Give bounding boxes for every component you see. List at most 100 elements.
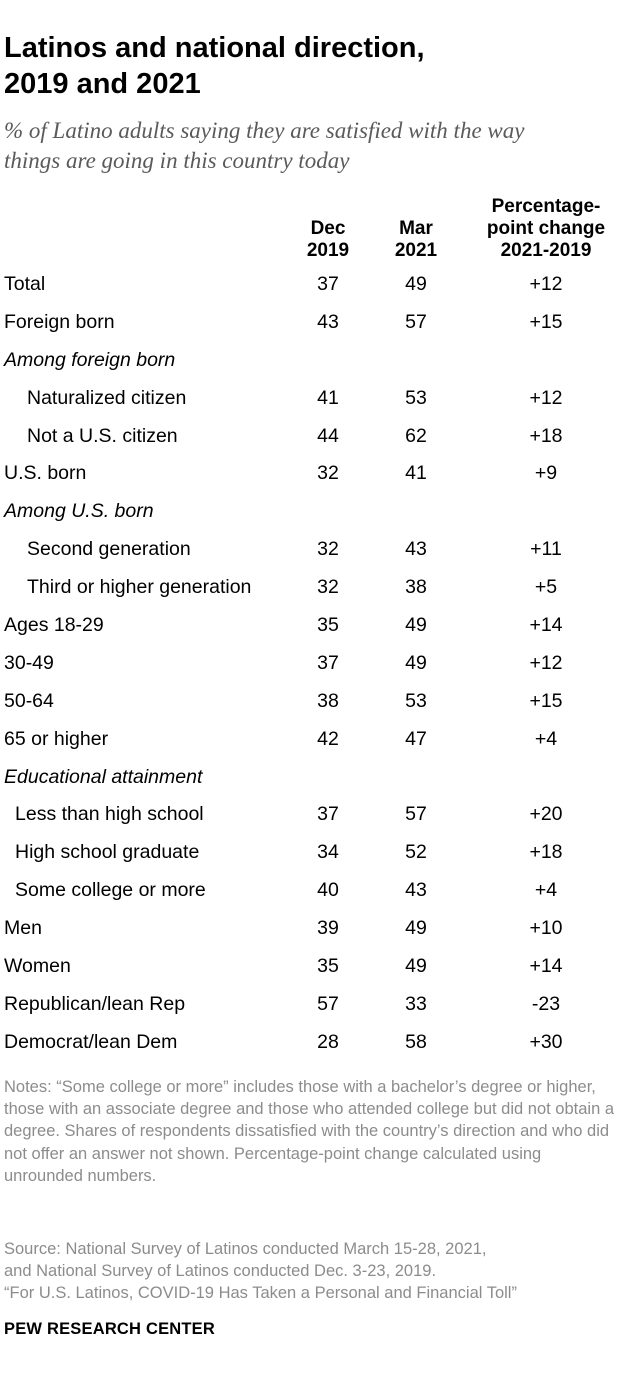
value-change: +20 (529, 803, 563, 826)
value-change: +15 (529, 689, 563, 712)
value-mar-2021: 49 (405, 614, 427, 637)
table-section-header: Among foreign born (0, 342, 620, 380)
value-dec-2019: 37 (317, 651, 339, 674)
chart-title-line-2: 2019 and 2021 (4, 68, 201, 100)
value-dec-2019: 28 (317, 1030, 339, 1053)
chart-source: Source: National Survey of Latinos condu… (4, 1238, 616, 1305)
value-dec-2019: 42 (317, 727, 339, 750)
row-label: Among foreign born (4, 348, 176, 371)
chart-title-line-1: Latinos and national direction, (4, 32, 425, 64)
row-label: Second generation (27, 538, 191, 561)
row-label: 50-64 (4, 689, 54, 712)
row-label: U.S. born (4, 462, 87, 485)
value-mar-2021: 57 (405, 310, 427, 333)
value-mar-2021: 49 (405, 273, 427, 295)
chart-title: Latinos and national direction, 2019 and… (4, 30, 604, 102)
column-header-mar-2021: Mar 2021 (376, 218, 456, 262)
row-label: 30-49 (4, 651, 54, 674)
row-label: Third or higher generation (27, 576, 252, 599)
column-header-line: 2019 (306, 240, 350, 261)
value-dec-2019: 35 (317, 955, 339, 978)
row-label: Men (4, 917, 42, 940)
table-row: Women 35 49 +14 (0, 948, 620, 986)
row-label: Foreign born (4, 310, 115, 333)
table-row: Less than high school 37 57 +20 (0, 796, 620, 834)
value-change: +12 (529, 273, 563, 295)
chart-subtitle-line-1: % of Latino adults saying they are satis… (4, 118, 525, 143)
table-row: U.S. born 32 41 +9 (0, 455, 620, 493)
row-label: Among U.S. born (4, 500, 154, 523)
row-label: Naturalized citizen (27, 386, 187, 409)
value-mar-2021: 47 (405, 727, 427, 750)
value-change: +12 (529, 386, 563, 409)
value-mar-2021: 49 (405, 917, 427, 940)
value-change: +4 (534, 727, 558, 750)
row-label: High school graduate (15, 841, 200, 864)
data-table: Total 37 49 +12 Foreign born 43 57 +15 Among for… (0, 266, 620, 1062)
value-dec-2019: 40 (317, 879, 339, 902)
column-header-change: Percentage- point change 2021-2019 (470, 196, 620, 262)
table-row: Some college or more 40 43 +4 (0, 872, 620, 910)
value-dec-2019: 57 (317, 992, 339, 1015)
table-row: Foreign born 43 57 +15 (0, 304, 620, 342)
value-change: +30 (529, 1030, 563, 1053)
table-row: Republican/lean Rep 57 33 -23 (0, 986, 620, 1024)
value-mar-2021: 41 (405, 462, 427, 485)
column-header-line: 2021-2019 (500, 240, 592, 261)
table-row: Second generation 32 43 +11 (0, 531, 620, 569)
value-dec-2019: 34 (317, 841, 339, 864)
table-row: High school graduate 34 52 +18 (0, 834, 620, 872)
value-change: +18 (529, 841, 563, 864)
value-dec-2019: 32 (317, 576, 339, 599)
value-dec-2019: 32 (317, 462, 339, 485)
value-mar-2021: 49 (405, 955, 427, 978)
source-line-1: Source: National Survey of Latinos condu… (4, 1240, 487, 1258)
column-header-line: Percentage- (491, 196, 601, 217)
table-row: Not a U.S. citizen 44 62 +18 (0, 418, 620, 456)
table-row: Democrat/lean Dem 28 58 +30 (0, 1024, 620, 1062)
value-change: +4 (534, 879, 558, 902)
column-header-line: Dec (310, 218, 346, 239)
source-line-2: and National Survey of Latinos conducted… (4, 1262, 437, 1281)
value-change: +11 (530, 538, 562, 561)
row-label: Total (4, 273, 46, 295)
value-change: +5 (534, 576, 558, 599)
value-change: +18 (529, 424, 563, 447)
value-dec-2019: 32 (317, 538, 339, 561)
value-mar-2021: 53 (405, 386, 427, 409)
value-dec-2019: 35 (317, 614, 339, 637)
table-row: Total 37 49 +12 (0, 266, 620, 304)
value-dec-2019: 43 (317, 310, 339, 333)
column-header-line: 2021 (394, 240, 438, 261)
value-change: +15 (529, 310, 563, 333)
table-row: Third or higher generation 32 38 +5 (0, 569, 620, 607)
table-section-header: Among U.S. born (0, 493, 620, 531)
table-row: 65 or higher 42 47 +4 (0, 721, 620, 759)
value-dec-2019: 44 (317, 424, 339, 447)
chart-subtitle: % of Latino adults saying they are satis… (4, 116, 614, 176)
column-header-line: point change (486, 218, 606, 239)
row-label: Republican/lean Rep (4, 992, 186, 1015)
value-change: +14 (529, 955, 563, 978)
row-label: Educational attainment (4, 765, 203, 788)
table-row: Naturalized citizen 41 53 +12 (0, 380, 620, 418)
value-mar-2021: 49 (405, 651, 427, 674)
value-mar-2021: 43 (405, 879, 427, 902)
column-header-line: Mar (399, 218, 433, 239)
value-dec-2019: 38 (317, 689, 339, 712)
table-row: Men 39 49 +10 (0, 910, 620, 948)
value-mar-2021: 38 (405, 576, 427, 599)
row-label: Ages 18-29 (4, 614, 104, 637)
value-mar-2021: 43 (405, 538, 427, 561)
column-header-dec-2019: Dec 2019 (288, 218, 368, 262)
value-mar-2021: 33 (405, 992, 427, 1015)
row-label: Women (4, 955, 71, 978)
value-dec-2019: 41 (317, 386, 339, 409)
table-row: 30-49 37 49 +12 (0, 645, 620, 683)
value-change: +10 (529, 917, 563, 940)
value-dec-2019: 37 (317, 803, 339, 826)
table-section-header: Educational attainment (0, 759, 620, 797)
chart-subtitle-line-2: things are going in this country today (4, 148, 350, 173)
row-label: Less than high school (15, 803, 204, 826)
